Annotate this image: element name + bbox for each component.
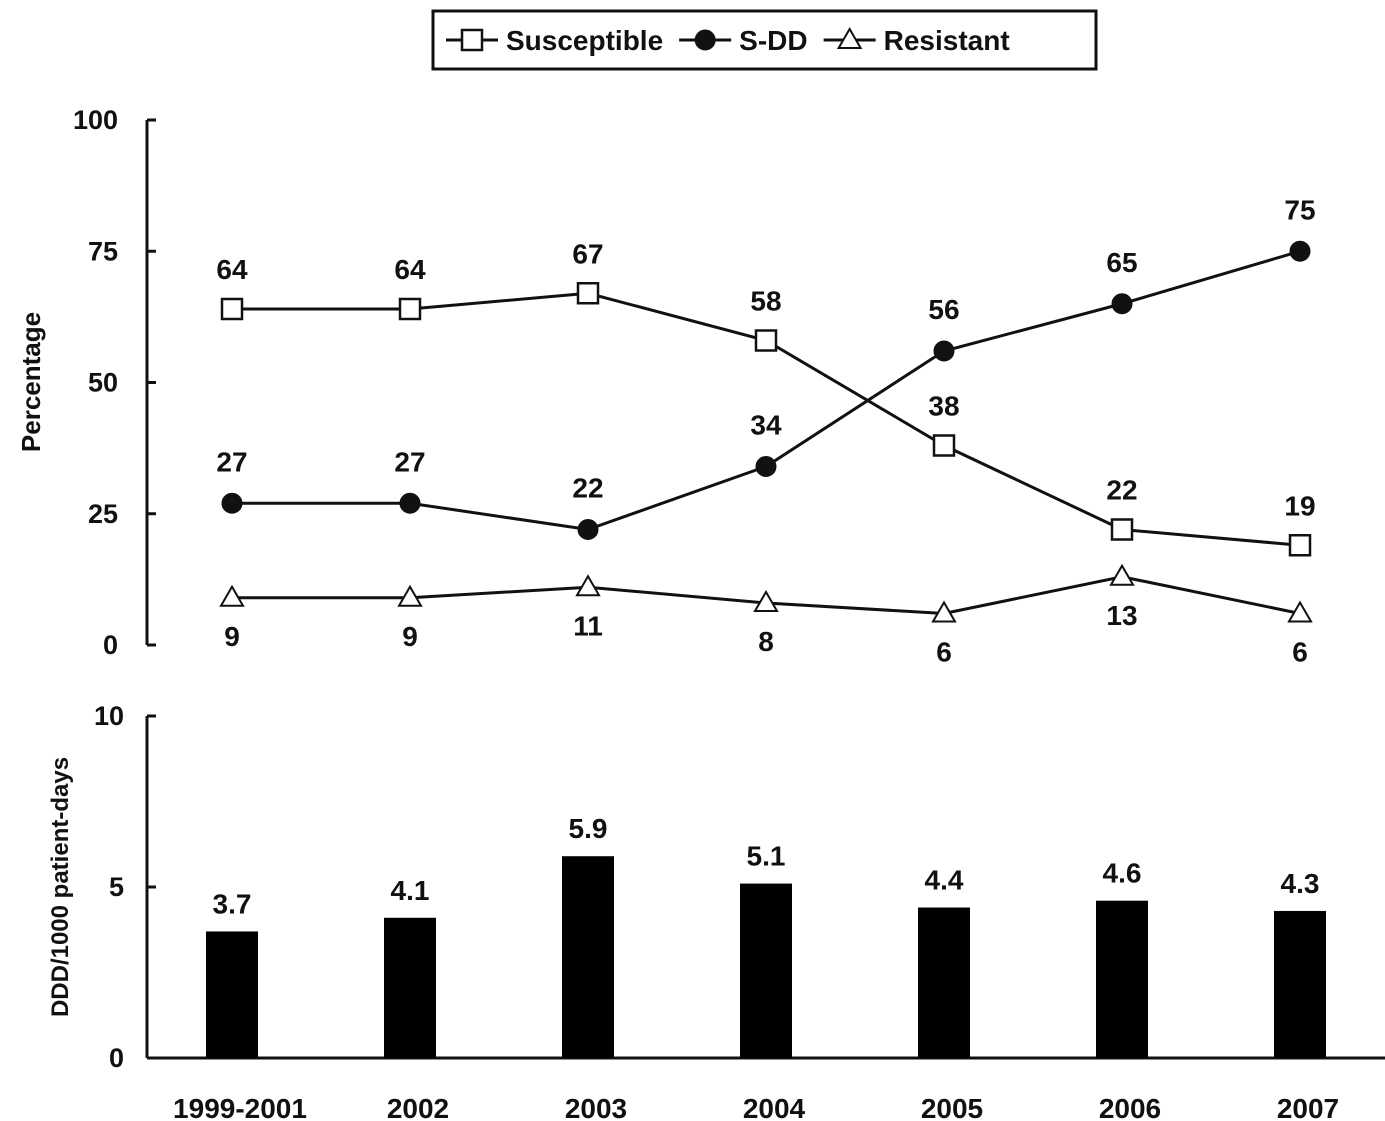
point-susceptible xyxy=(932,434,956,457)
bar-y-tick-label: 5 xyxy=(109,872,124,902)
point-susceptible xyxy=(398,297,422,321)
data-label-susceptible: 58 xyxy=(750,286,781,317)
data-label-susceptible: 67 xyxy=(572,238,603,269)
bar-chart-y-axis-label: DDD/1000 patient-days xyxy=(47,757,74,1017)
point-susceptible xyxy=(576,282,600,305)
data-label-resistant: 9 xyxy=(402,621,418,652)
point-resistant xyxy=(397,584,423,607)
point-susceptible xyxy=(220,297,244,321)
bar xyxy=(206,931,258,1058)
point-resistant xyxy=(1109,563,1135,586)
data-label-resistant: 8 xyxy=(758,626,774,657)
line-y-tick-label: 100 xyxy=(73,105,118,135)
data-label-resistant: 9 xyxy=(224,621,240,652)
legend-entry-susceptible: Susceptible xyxy=(446,25,663,56)
legend-label-s-dd: S-DD xyxy=(739,25,807,56)
line-y-tick-label: 75 xyxy=(88,236,118,266)
data-label-s-dd: 27 xyxy=(394,446,425,477)
point-susceptible xyxy=(1110,518,1134,541)
bar-value-label: 4.4 xyxy=(925,865,964,896)
data-label-susceptible: 64 xyxy=(216,254,248,285)
point-s-dd xyxy=(755,456,777,477)
data-label-susceptible: 64 xyxy=(394,254,426,285)
bar xyxy=(384,917,436,1058)
data-label-s-dd: 75 xyxy=(1284,194,1315,225)
data-label-susceptible: 38 xyxy=(928,391,959,422)
series-resistant: 9 9 11 8 6 13 6 xyxy=(219,563,1313,668)
bar-chart: 0 5 10 DDD/1000 patient-days 3.7 4.1 5.9 5.1 4… xyxy=(47,701,1385,1121)
legend: Susceptible S-DD Resistant xyxy=(431,9,1098,71)
point-s-dd xyxy=(577,519,599,540)
line-y-tick-label: 50 xyxy=(88,368,118,398)
data-label-resistant: 13 xyxy=(1106,600,1137,631)
legend-marker-susceptible xyxy=(460,28,484,52)
point-resistant xyxy=(1287,600,1313,623)
point-resistant xyxy=(753,590,779,612)
bar-y-tick-label: 10 xyxy=(94,701,124,731)
line-chart-y-axis-label: Percentage xyxy=(16,312,46,452)
point-susceptible xyxy=(754,329,778,352)
x-category-label: 2004 xyxy=(743,1093,806,1121)
data-label-resistant: 11 xyxy=(573,610,603,641)
bar-value-label: 5.9 xyxy=(569,813,608,844)
line-y-tick-label: 25 xyxy=(88,499,118,529)
point-s-dd xyxy=(399,492,421,514)
point-s-dd xyxy=(933,340,955,362)
legend-label-resistant: Resistant xyxy=(884,25,1010,56)
data-label-resistant: 6 xyxy=(1292,637,1308,668)
x-category-label: 2006 xyxy=(1099,1093,1161,1121)
point-s-dd xyxy=(1111,293,1133,315)
bar xyxy=(918,907,970,1058)
x-category-label: 2007 xyxy=(1277,1093,1339,1121)
data-label-s-dd: 65 xyxy=(1106,247,1137,278)
point-susceptible xyxy=(1288,534,1312,557)
legend-label-susceptible: Susceptible xyxy=(506,25,663,56)
legend-marker-resistant xyxy=(836,27,863,49)
legend-marker-s-dd xyxy=(694,29,716,51)
bar-value-label: 3.7 xyxy=(213,888,252,919)
legend-entry-s-dd: S-DD xyxy=(679,25,808,56)
x-category-label: 2005 xyxy=(921,1093,983,1121)
x-category-label: 1999-2001 xyxy=(173,1093,307,1121)
data-label-resistant: 6 xyxy=(936,637,952,668)
data-label-susceptible: 22 xyxy=(1106,475,1137,506)
bar-value-label: 4.6 xyxy=(1103,858,1142,889)
bar xyxy=(740,883,792,1058)
bar xyxy=(1096,900,1148,1058)
x-category-label: 2002 xyxy=(387,1093,449,1121)
series-s-dd: 27 27 22 34 56 65 75 xyxy=(216,194,1316,540)
legend-box xyxy=(431,9,1098,71)
series-susceptible: 64 64 67 58 38 22 19 xyxy=(216,238,1316,557)
bar-value-label: 4.3 xyxy=(1281,868,1320,899)
data-label-s-dd: 27 xyxy=(216,446,247,477)
line-y-tick-label: 0 xyxy=(103,630,118,660)
data-label-susceptible: 19 xyxy=(1284,490,1315,521)
data-label-s-dd: 22 xyxy=(572,473,603,504)
point-resistant xyxy=(219,584,245,607)
bar-y-tick-label: 0 xyxy=(109,1043,124,1073)
point-s-dd xyxy=(1289,240,1311,262)
point-resistant xyxy=(931,600,957,623)
bar-value-label: 5.1 xyxy=(747,841,786,872)
bar xyxy=(562,856,614,1058)
x-category-label: 2003 xyxy=(565,1093,627,1121)
bar-value-label: 4.1 xyxy=(391,875,430,906)
point-s-dd xyxy=(221,492,243,514)
point-resistant xyxy=(575,574,601,597)
legend-entry-resistant: Resistant xyxy=(823,25,1010,56)
data-label-s-dd: 56 xyxy=(928,294,959,325)
data-label-s-dd: 34 xyxy=(750,410,782,441)
bar xyxy=(1274,910,1326,1058)
